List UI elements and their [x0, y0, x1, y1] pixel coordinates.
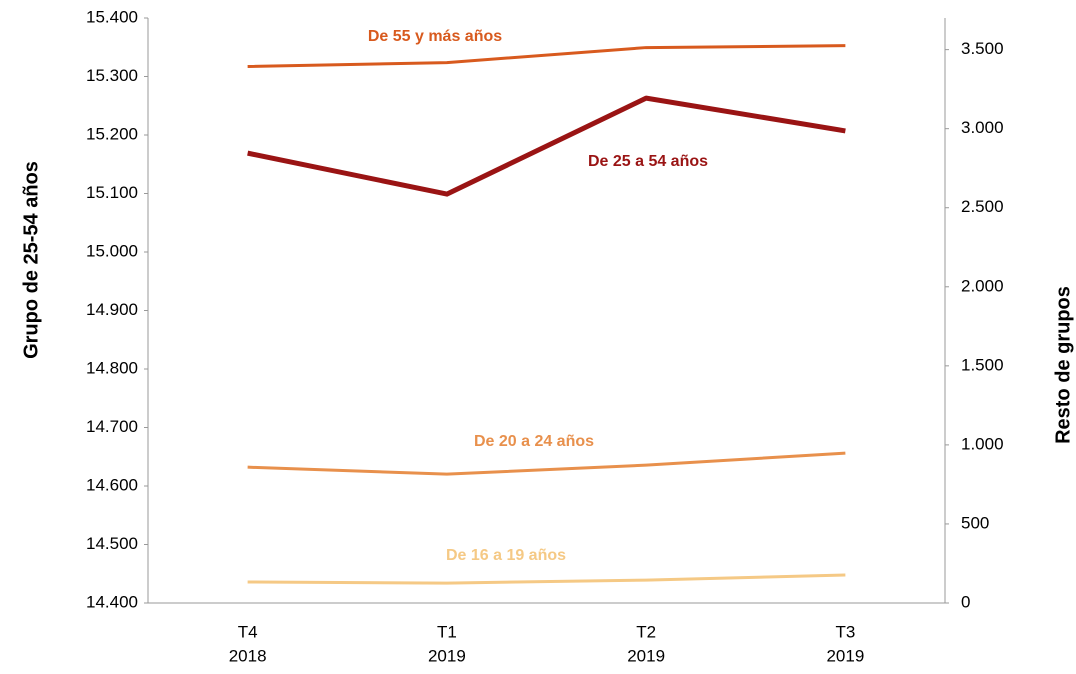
line-series: [247, 451, 846, 476]
y-tick-label: 15.000: [86, 241, 138, 260]
y2-tick-label: 1.000: [961, 434, 1004, 453]
y2-tick-label: 2.000: [961, 276, 1004, 295]
y2-tick-label: 2.500: [961, 197, 1004, 216]
series-label: De 25 a 54 años: [588, 153, 708, 170]
y-tick-label: 14.600: [86, 475, 138, 494]
x-tick-label: T2: [636, 622, 656, 641]
x-tick-label: 2018: [229, 646, 267, 665]
x-tick-label: 2019: [826, 646, 864, 665]
y2-tick-label: 0: [961, 592, 970, 611]
x-tick-label: T1: [437, 622, 457, 641]
y-tick-label: 15.300: [86, 66, 138, 85]
line-series: [247, 573, 846, 585]
series-label: De 16 a 19 años: [446, 547, 566, 564]
y-tick-label: 14.400: [86, 592, 138, 611]
y2-tick-label: 3.000: [961, 118, 1004, 137]
y-axis-title: Grupo de 25-54 años: [20, 161, 42, 359]
x-tick-label: T3: [835, 622, 855, 641]
y2-tick-label: 3.500: [961, 39, 1004, 58]
y-tick-label: 15.200: [86, 124, 138, 143]
y-tick-label: 14.900: [86, 300, 138, 319]
x-tick-label: 2019: [428, 646, 466, 665]
series-label: De 55 y más años: [368, 28, 502, 45]
y-tick-label: 15.100: [86, 183, 138, 202]
y2-tick-label: 1.500: [961, 355, 1004, 374]
x-tick-label: T4: [238, 622, 258, 641]
x-tick-label: 2019: [627, 646, 665, 665]
y-tick-label: 14.500: [86, 534, 138, 553]
series-label: De 20 a 24 años: [474, 433, 594, 450]
line-series: [247, 44, 846, 69]
y-tick-label: 14.700: [86, 417, 138, 436]
y2-axis-title: Resto de grupos: [1052, 286, 1074, 444]
y-tick-label: 14.800: [86, 358, 138, 377]
y2-tick-label: 500: [961, 513, 989, 532]
y-tick-label: 15.400: [86, 7, 138, 26]
line-series: [247, 95, 846, 197]
